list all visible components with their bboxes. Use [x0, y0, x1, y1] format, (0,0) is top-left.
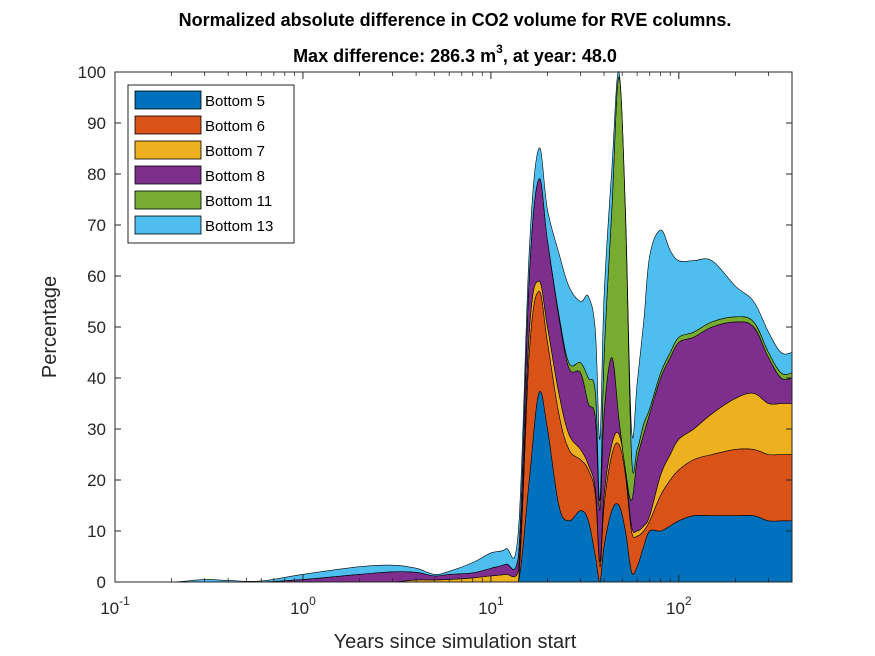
y-tick-label: 40 — [87, 369, 106, 388]
y-tick-label: 100 — [78, 63, 106, 82]
y-tick-label: 90 — [87, 114, 106, 133]
legend-entry-label: Bottom 6 — [205, 118, 265, 135]
y-tick-label: 0 — [97, 573, 106, 592]
y-tick-label: 80 — [87, 165, 106, 184]
legend-swatch — [134, 90, 202, 110]
y-tick-label: 70 — [87, 216, 106, 235]
plot-area: 0 10 20 30 40 50 60 70 80 90 100 10-1 100 101 102 — [78, 63, 793, 618]
chart-subtitle-prefix: Max difference: 286.3 m — [293, 46, 496, 66]
y-axis-label: Percentage — [39, 276, 61, 378]
legend-entry-label: Bottom 11 — [205, 193, 272, 210]
x-axis-ticks: 10-1 100 101 102 — [100, 72, 793, 618]
y-tick-label: 10 — [87, 522, 106, 541]
y-tick-label: 50 — [87, 318, 106, 337]
x-tick-label: 101 — [478, 594, 504, 618]
x-axis-label: Years since simulation start — [334, 631, 577, 653]
y-axis-ticks: 0 10 20 30 40 50 60 70 80 90 100 — [78, 63, 792, 592]
legend: Bottom 5 Bottom 6 Bottom 7 Bottom 8 Bottom 1… — [127, 84, 295, 244]
chart-subtitle-superscript: 3 — [496, 42, 503, 56]
chart-subtitle: Max difference: 286.3 m3, at year: 48.0 — [293, 42, 617, 66]
x-tick-label: 10-1 — [100, 594, 130, 618]
y-tick-label: 20 — [87, 471, 106, 490]
legend-entry-label: Bottom 7 — [205, 143, 265, 160]
x-tick-label: 100 — [290, 594, 316, 618]
legend-entry-label: Bottom 8 — [205, 168, 265, 185]
legend-swatch — [134, 190, 202, 210]
x-tick-label: 102 — [666, 594, 692, 618]
legend-swatch — [134, 215, 202, 235]
legend-entry-label: Bottom 5 — [205, 93, 265, 110]
chart-subtitle-suffix: , at year: 48.0 — [503, 46, 617, 66]
legend-swatch — [134, 165, 202, 185]
legend-entry-label: Bottom 13 — [205, 218, 273, 235]
legend-swatch — [134, 115, 202, 135]
legend-swatch — [134, 140, 202, 160]
y-tick-label: 30 — [87, 420, 106, 439]
chart-title: Normalized absolute difference in CO2 vo… — [179, 10, 732, 30]
y-tick-label: 60 — [87, 267, 106, 286]
